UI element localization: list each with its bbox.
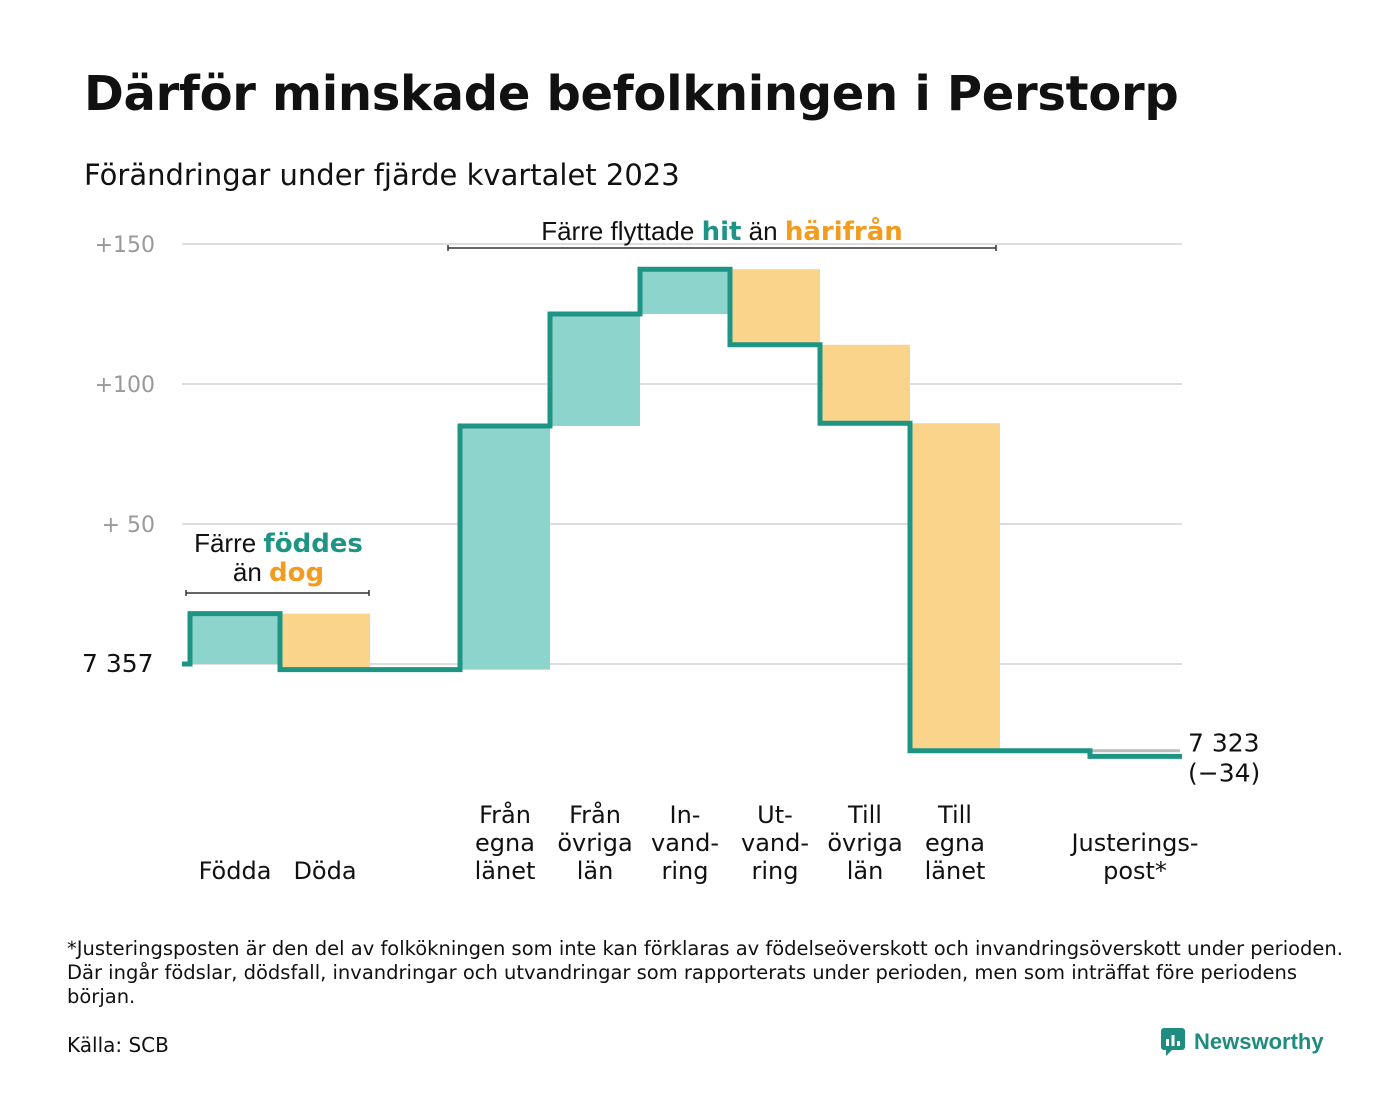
- end-value-label: 7 323: [1188, 728, 1260, 757]
- brand-logo: Newsworthy: [1160, 1027, 1324, 1057]
- category-label: vand-: [741, 829, 809, 857]
- bar-increase: [460, 426, 550, 670]
- chart-subtitle: Förändringar under fjärde kvartalet 2023: [84, 158, 680, 192]
- category-label: In-: [670, 801, 701, 829]
- category-label: ring: [662, 857, 709, 885]
- y-tick-label: +100: [95, 373, 155, 398]
- y-tick-label: + 50: [102, 513, 155, 538]
- category-label: Justerings-: [1069, 829, 1198, 857]
- bar-increase: [550, 314, 640, 426]
- waterfall-step-line: [182, 266, 1182, 759]
- category-label: övriga: [827, 829, 902, 857]
- y-tick-label: +150: [95, 233, 155, 258]
- bar-decrease: [820, 344, 910, 424]
- category-label: Från: [479, 800, 531, 829]
- category-label: Döda: [293, 857, 356, 885]
- bar-decrease: [910, 423, 1000, 751]
- chart-title: Därför minskade befolkningen i Perstorp: [84, 66, 1179, 122]
- category-label: Från: [569, 800, 621, 829]
- bar-decrease: [280, 613, 370, 670]
- brand-name: Newsworthy: [1194, 1029, 1324, 1054]
- category-label: post*: [1103, 857, 1167, 885]
- category-label: län: [577, 857, 614, 885]
- births-annotation-line1: Färre föddes: [194, 528, 363, 559]
- category-label: länet: [925, 857, 986, 885]
- waterfall-chart: +150 +100 + 50 7 357 7 323(−34) Födda Döda Från…: [82, 215, 1260, 885]
- migration-annotation: Färre flyttade hit än härifrån: [541, 215, 903, 247]
- category-label: län: [847, 857, 884, 885]
- category-label: Födda: [199, 857, 272, 885]
- category-label: vand-: [651, 829, 719, 857]
- category-label: egna: [475, 829, 535, 857]
- category-label: övriga: [557, 829, 632, 857]
- bar-increase: [190, 613, 280, 664]
- end-change-label: (−34): [1188, 758, 1260, 787]
- newsworthy-logo-icon: [1161, 1028, 1185, 1056]
- footnote: *Justeringsposten är den del av folkökni…: [67, 937, 1343, 1008]
- category-label: Till: [937, 801, 972, 829]
- category-label: Till: [847, 801, 882, 829]
- source-label: Källa: SCB: [67, 1033, 169, 1057]
- category-label: Ut-: [757, 801, 793, 829]
- category-label: egna: [925, 829, 985, 857]
- births-annotation-line2: än dog: [233, 557, 324, 588]
- category-label: ring: [752, 857, 799, 885]
- bar-decrease: [730, 269, 820, 345]
- bar-increase: [640, 269, 730, 314]
- start-value-label: 7 357: [82, 649, 154, 678]
- category-label: länet: [475, 857, 536, 885]
